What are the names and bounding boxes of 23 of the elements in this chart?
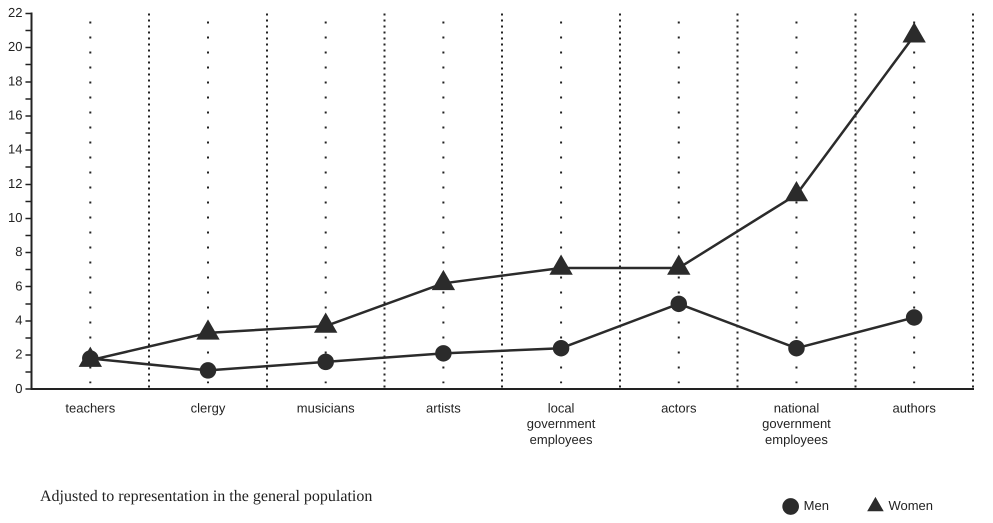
y-tick-label: 10 (8, 210, 22, 226)
y-tick-label: 2 (15, 346, 22, 362)
y-tick-label: 16 (8, 108, 22, 123)
x-tick-label: clergy (190, 400, 226, 416)
text: Adjusted to representation in the general population (40, 488, 372, 506)
legend-label: Men (804, 498, 829, 514)
y-tick-label: 6 (15, 278, 22, 294)
y-tick-label: 22 (8, 5, 22, 20)
y-tick-label: 0 (15, 380, 22, 396)
x-tick-label: artists (426, 400, 462, 416)
x-tick-label: local government employees (526, 400, 596, 447)
x-tick-label: actors (661, 400, 697, 416)
y-tick-label: 4 (15, 312, 22, 328)
y-tick-label: 12 (8, 176, 22, 191)
y-tick-label: 18 (8, 73, 22, 88)
x-tick-label: musicians (296, 400, 356, 416)
y-tick-label: 20 (8, 39, 22, 54)
x-tick-label: authors (892, 400, 936, 416)
x-tick-label: national government employees (762, 400, 832, 447)
x-tick-label: teachers (65, 400, 116, 416)
y-tick-label: 14 (8, 142, 22, 157)
y-tick-label: 8 (15, 244, 22, 260)
legend-label: Women (888, 498, 934, 514)
